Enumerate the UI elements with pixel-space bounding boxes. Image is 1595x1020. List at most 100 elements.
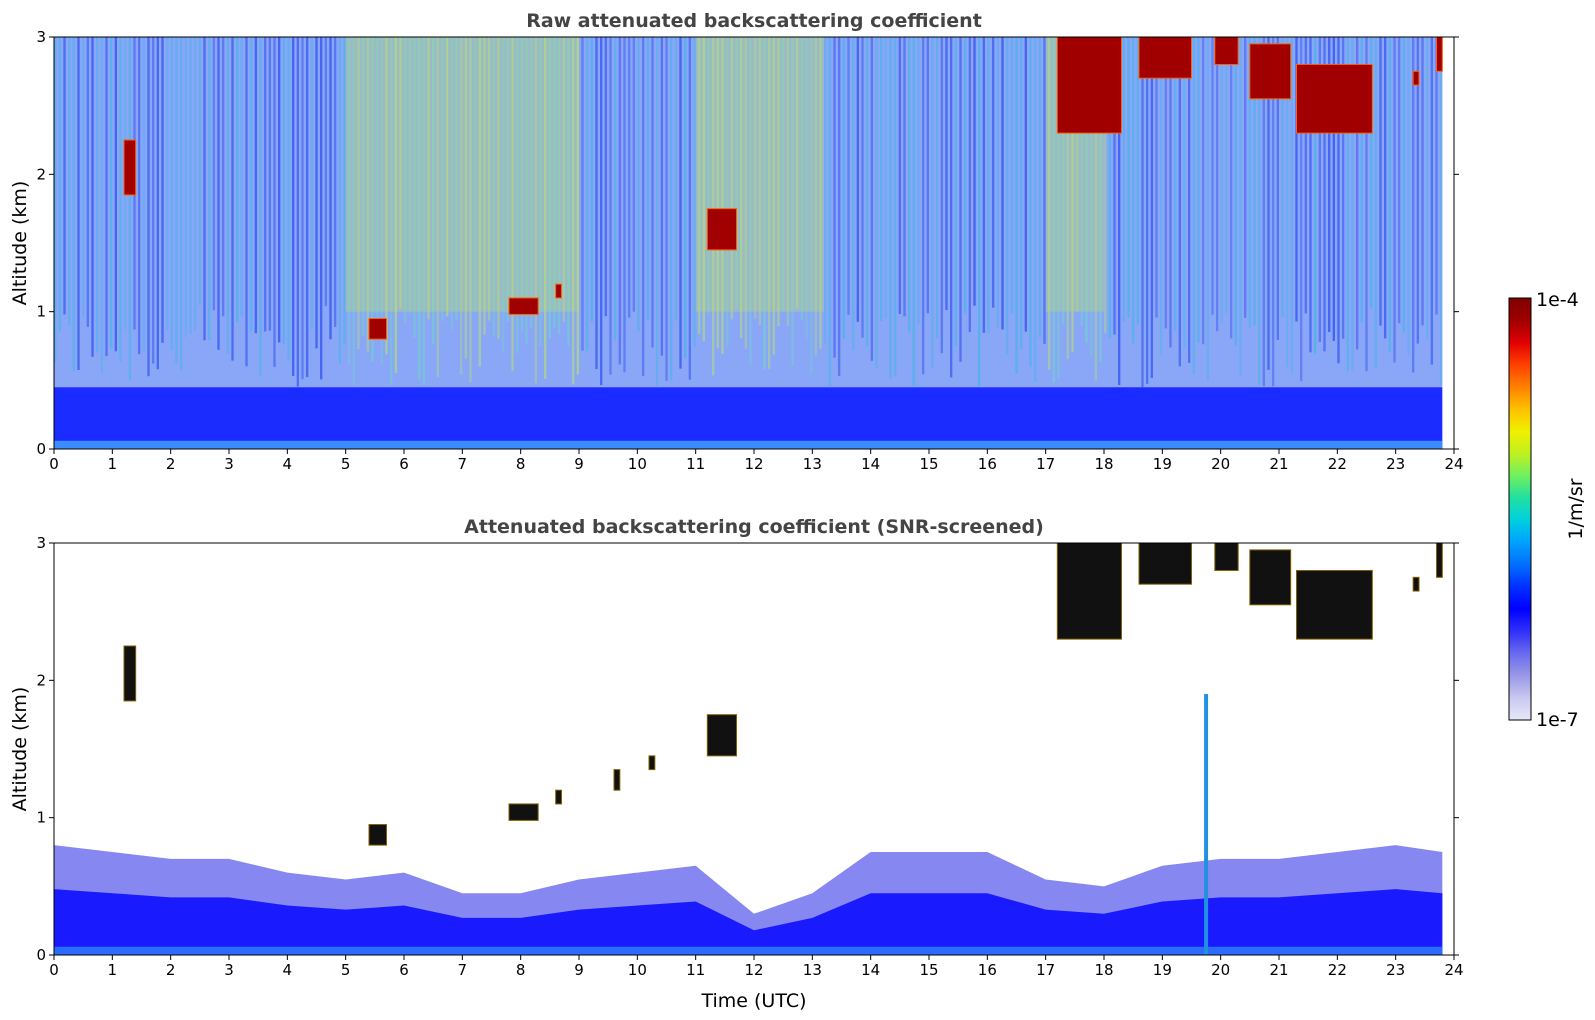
noise-column — [581, 37, 584, 351]
noise-column — [1104, 37, 1107, 333]
noise-column — [833, 37, 836, 358]
noise-column — [730, 37, 733, 320]
noise-column — [1006, 37, 1009, 355]
x-tick-label: 23 — [1386, 961, 1405, 979]
noise-column — [698, 37, 701, 334]
noise-column — [758, 37, 761, 326]
noise-column — [898, 37, 901, 314]
noise-column — [385, 37, 388, 355]
noise-column — [1015, 37, 1018, 374]
noise-column — [1304, 37, 1307, 314]
noise-column — [1267, 37, 1270, 370]
noise-column — [1076, 37, 1079, 312]
noise-column — [1412, 37, 1415, 373]
noise-column — [922, 37, 925, 375]
y-tick-label: 2 — [36, 671, 46, 689]
noise-column — [1295, 37, 1298, 322]
noise-column — [866, 37, 869, 347]
noise-column — [931, 37, 934, 369]
noise-column — [1132, 37, 1135, 344]
noise-column — [786, 37, 789, 327]
noise-column — [1323, 37, 1326, 352]
noise-column — [894, 37, 897, 377]
noise-column — [1001, 37, 1004, 330]
noise-column — [842, 37, 845, 340]
noise-column — [1328, 37, 1331, 332]
noise-column — [824, 37, 827, 344]
noise-column — [390, 37, 393, 385]
noise-column — [903, 37, 906, 317]
noise-column — [170, 37, 173, 351]
cloud-patch — [1296, 569, 1373, 640]
x-tick-label: 9 — [574, 455, 584, 473]
noise-column — [534, 37, 537, 384]
noise-column — [105, 37, 108, 357]
colorbar-min-label: 1e-7 — [1536, 709, 1579, 731]
noise-column — [110, 37, 113, 349]
noise-column — [1351, 37, 1354, 371]
x-tick-label: 13 — [803, 455, 822, 473]
noise-column — [712, 37, 715, 376]
noise-column — [1038, 37, 1041, 338]
x-tick-label: 2 — [166, 961, 176, 979]
noise-column — [609, 37, 612, 375]
noise-column — [231, 37, 234, 361]
noise-column — [68, 37, 71, 327]
x-tick-label: 6 — [399, 961, 409, 979]
noise-column — [1314, 37, 1317, 354]
x-tick-label: 21 — [1269, 455, 1288, 473]
noise-column — [973, 37, 976, 306]
noise-column — [1192, 37, 1195, 374]
cloud-patch — [706, 208, 737, 251]
x-tick-label: 12 — [744, 455, 763, 473]
y-tick-label: 0 — [36, 946, 46, 964]
noise-column — [1024, 37, 1027, 332]
noise-column — [861, 37, 864, 338]
noise-column — [1052, 37, 1055, 383]
noise-column — [917, 37, 920, 325]
x-tick-label: 14 — [861, 455, 880, 473]
noise-column — [702, 37, 705, 341]
noise-column — [161, 37, 164, 343]
noise-column — [474, 37, 477, 313]
noise-column — [1281, 37, 1284, 318]
noise-column — [408, 37, 411, 314]
x-tick-label: 17 — [1036, 961, 1055, 979]
noise-column — [1234, 37, 1237, 346]
noise-column — [982, 37, 985, 333]
noise-column — [721, 37, 724, 354]
noise-column — [1160, 37, 1163, 355]
noise-column — [726, 37, 729, 348]
noise-column — [371, 37, 374, 362]
noise-column — [292, 37, 295, 377]
cloud-patch — [1412, 70, 1420, 86]
panel1-y-axis: 0 1 2 3 — [36, 28, 1459, 458]
x-tick-label: 8 — [516, 455, 526, 473]
panel2-heatmap — [54, 543, 1443, 955]
y-tick-label: 1 — [36, 809, 46, 827]
noise-column — [362, 37, 365, 336]
noise-column — [530, 37, 533, 329]
sunlight-noise-band — [695, 37, 824, 312]
noise-column — [1248, 37, 1251, 328]
noise-column — [282, 37, 285, 345]
noise-column — [1062, 37, 1065, 325]
noise-column — [968, 37, 971, 333]
noise-column — [576, 37, 579, 375]
noise-column — [469, 37, 472, 383]
noise-column — [782, 37, 785, 311]
panel2-title: Attenuated backscattering coefficient (S… — [464, 516, 1044, 538]
noise-column — [838, 37, 841, 376]
noise-column — [488, 37, 491, 321]
surface-layer — [54, 387, 1443, 449]
x-tick-label: 20 — [1211, 455, 1230, 473]
noise-column — [226, 37, 229, 354]
x-tick-label: 15 — [919, 455, 938, 473]
x-tick-label: 5 — [341, 455, 351, 473]
panel2-y-axis: 0 1 2 3 — [36, 534, 1459, 964]
panel1-ylabel: Altitude (km) — [9, 181, 31, 306]
noise-column — [516, 37, 519, 354]
noise-column — [114, 37, 117, 352]
noise-column — [1430, 37, 1433, 365]
noise-column — [96, 37, 99, 353]
